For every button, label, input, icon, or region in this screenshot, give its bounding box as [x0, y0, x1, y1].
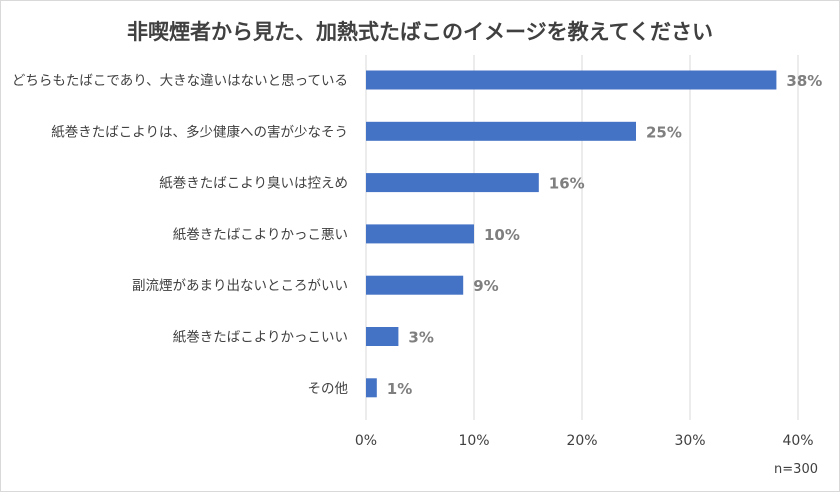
- bar: [366, 275, 464, 295]
- category-label: 紙巻きたばこより臭いは控えめ: [159, 176, 348, 192]
- bar: [366, 173, 539, 193]
- value-label: 25%: [646, 123, 682, 141]
- category-label: 紙巻きたばこよりかっこ悪い: [173, 227, 348, 243]
- category-label: 紙巻きたばこよりかっこいい: [173, 330, 348, 346]
- category-label: どちらもたばこであり、大きな違いはないと思っている: [12, 73, 348, 89]
- value-label: 10%: [484, 226, 520, 244]
- chart-title: 非喫煙者から見た、加熱式たばこのイメージを教えてください: [127, 20, 713, 44]
- bar: [366, 378, 377, 398]
- bar: [366, 327, 399, 346]
- category-label: 紙巻きたばこよりは、多少健康への害が少なそう: [51, 123, 348, 140]
- value-label: 38%: [786, 72, 822, 90]
- value-label: 9%: [473, 277, 498, 295]
- bar: [366, 70, 777, 90]
- bar: [366, 121, 636, 141]
- value-label: 16%: [549, 175, 585, 193]
- x-tick-label: 20%: [566, 433, 597, 449]
- bar: [366, 224, 474, 244]
- x-tick-label: 40%: [782, 433, 813, 449]
- x-tick-label: 10%: [458, 433, 489, 449]
- value-label: 3%: [408, 329, 433, 347]
- sample-size-note: n=300: [774, 462, 818, 477]
- category-label: 副流煙があまり出ないところがいい: [132, 278, 348, 294]
- x-tick-label: 30%: [674, 433, 705, 449]
- value-label: 1%: [387, 380, 412, 398]
- category-label: その他: [308, 381, 349, 397]
- x-tick-label: 0%: [355, 433, 377, 449]
